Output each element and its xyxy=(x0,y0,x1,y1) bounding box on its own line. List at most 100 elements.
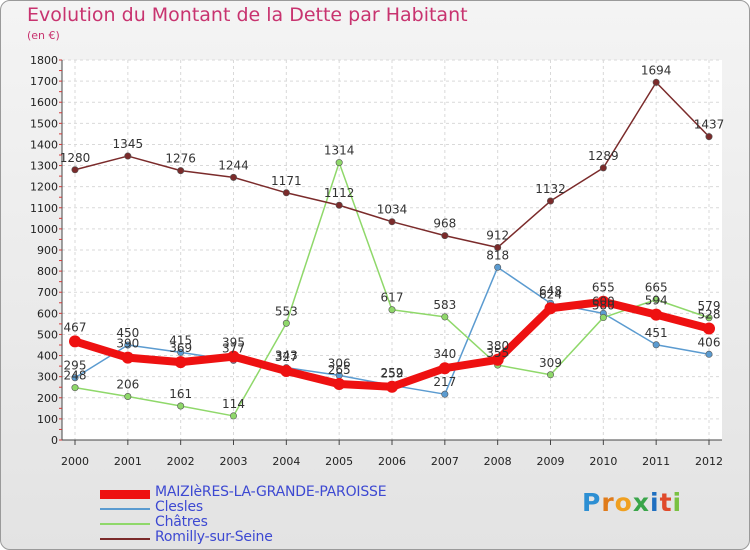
legend-swatch xyxy=(100,538,150,540)
data-label-clesles: 295 xyxy=(64,359,87,373)
y-tick-label: 1800 xyxy=(30,54,58,67)
data-point-romilly-sur-seine xyxy=(282,189,290,197)
y-tick-label: 800 xyxy=(37,265,58,278)
data-label-maizi-res-la-grande-paroisse: 594 xyxy=(645,294,668,308)
logo-letter: i xyxy=(650,488,660,517)
data-label-romilly-sur-seine: 1112 xyxy=(324,186,355,200)
data-label-romilly-sur-seine: 1289 xyxy=(588,149,619,163)
data-label-ch-tres: 355 xyxy=(486,346,509,360)
data-point-maizi-res-la-grande-paroisse xyxy=(333,378,346,391)
data-label-maizi-res-la-grande-paroisse: 327 xyxy=(275,350,298,364)
data-label-romilly-sur-seine: 1694 xyxy=(641,63,672,77)
logo-letter: r xyxy=(601,488,615,517)
data-point-romilly-sur-seine xyxy=(441,232,449,240)
data-point-maizi-res-la-grande-paroisse xyxy=(703,322,715,335)
data-label-maizi-res-la-grande-paroisse: 252 xyxy=(381,366,404,380)
data-label-romilly-sur-seine: 1437 xyxy=(694,118,725,132)
y-tick-label: 1200 xyxy=(30,181,58,194)
data-point-romilly-sur-seine xyxy=(705,133,713,141)
data-point-romilly-sur-seine xyxy=(335,201,343,209)
data-label-clesles: 406 xyxy=(698,335,721,349)
data-point-ch-tres xyxy=(335,159,343,167)
x-tick-label: 2007 xyxy=(431,455,459,468)
data-point-maizi-res-la-grande-paroisse xyxy=(174,356,187,369)
x-tick-label: 2004 xyxy=(272,455,300,468)
data-label-clesles: 450 xyxy=(116,326,139,340)
y-tick-label: 600 xyxy=(37,307,58,320)
chart-title: Evolution du Montant de la Dette par Hab… xyxy=(27,4,468,26)
data-point-romilly-sur-seine xyxy=(124,152,132,160)
y-tick-label: 400 xyxy=(37,350,58,363)
x-tick-label: 2005 xyxy=(325,455,353,468)
data-label-maizi-res-la-grande-paroisse: 655 xyxy=(592,281,615,295)
x-tick-label: 2006 xyxy=(378,455,406,468)
data-label-ch-tres: 1314 xyxy=(324,144,355,158)
data-point-romilly-sur-seine xyxy=(71,166,79,174)
data-label-romilly-sur-seine: 1280 xyxy=(60,151,91,165)
data-label-ch-tres: 114 xyxy=(222,397,245,411)
data-label-maizi-res-la-grande-paroisse: 467 xyxy=(64,320,87,334)
data-label-ch-tres: 309 xyxy=(539,356,562,370)
data-label-clesles: 648 xyxy=(539,284,562,298)
data-label-maizi-res-la-grande-paroisse: 395 xyxy=(222,336,245,350)
x-tick-label: 2010 xyxy=(589,455,617,468)
data-point-maizi-res-la-grande-paroisse xyxy=(491,353,504,366)
data-label-clesles: 217 xyxy=(433,375,456,389)
data-point-ch-tres xyxy=(177,402,185,410)
data-point-ch-tres xyxy=(282,319,290,327)
y-tick-label: 1700 xyxy=(30,75,58,88)
data-label-romilly-sur-seine: 1345 xyxy=(113,137,144,151)
data-label-clesles: 451 xyxy=(645,326,668,340)
data-point-maizi-res-la-grande-paroisse xyxy=(650,308,663,321)
data-label-ch-tres: 580 xyxy=(592,299,615,313)
data-point-ch-tres xyxy=(652,296,660,304)
data-label-clesles: 377 xyxy=(222,341,245,355)
data-point-romilly-sur-seine xyxy=(599,164,607,172)
data-label-ch-tres: 248 xyxy=(64,369,87,383)
legend-swatch xyxy=(100,489,150,499)
y-tick-label: 900 xyxy=(37,244,58,257)
x-tick-label: 2012 xyxy=(695,455,723,468)
y-tick-label: 200 xyxy=(37,392,58,405)
x-tick-label: 2002 xyxy=(167,455,195,468)
data-point-ch-tres xyxy=(599,314,607,322)
logo-letter: o xyxy=(614,488,633,517)
data-point-maizi-res-la-grande-paroisse xyxy=(438,362,451,375)
data-label-ch-tres: 579 xyxy=(698,299,721,313)
logo-letter: x xyxy=(632,488,650,517)
data-label-maizi-res-la-grande-paroisse: 369 xyxy=(169,341,192,355)
data-label-maizi-res-la-grande-paroisse: 265 xyxy=(328,363,351,377)
data-label-maizi-res-la-grande-paroisse: 390 xyxy=(116,337,139,351)
data-label-ch-tres: 553 xyxy=(275,304,298,318)
y-tick-label: 1300 xyxy=(30,160,58,173)
data-label-maizi-res-la-grande-paroisse: 380 xyxy=(486,339,509,353)
y-tick-label: 0 xyxy=(51,434,58,447)
data-label-ch-tres: 665 xyxy=(645,281,668,295)
x-tick-label: 2000 xyxy=(61,455,89,468)
y-tick-label: 1100 xyxy=(30,202,58,215)
data-label-maizi-res-la-grande-paroisse: 624 xyxy=(539,287,562,301)
x-tick-label: 2003 xyxy=(220,455,248,468)
data-point-maizi-res-la-grande-paroisse xyxy=(69,335,81,348)
data-point-clesles xyxy=(177,348,185,356)
data-label-romilly-sur-seine: 1276 xyxy=(165,152,196,166)
y-tick-label: 1000 xyxy=(30,223,58,236)
data-point-romilly-sur-seine xyxy=(230,173,238,181)
data-label-clesles: 306 xyxy=(328,356,351,370)
data-point-ch-tres xyxy=(230,412,238,420)
data-label-romilly-sur-seine: 912 xyxy=(486,228,509,242)
data-point-maizi-res-la-grande-paroisse xyxy=(280,364,293,377)
legend-label: Romilly-sur-Seine xyxy=(155,529,273,545)
logo-letter: P xyxy=(582,488,602,517)
y-tick-label: 1400 xyxy=(30,138,58,151)
data-point-ch-tres xyxy=(441,313,449,321)
x-tick-label: 2001 xyxy=(114,455,142,468)
legend-label: Châtres xyxy=(155,514,208,530)
legend-swatch xyxy=(100,523,150,525)
data-label-ch-tres: 583 xyxy=(433,298,456,312)
data-point-maizi-res-la-grande-paroisse xyxy=(227,350,240,363)
data-point-maizi-res-la-grande-paroisse xyxy=(544,302,557,315)
data-label-ch-tres: 161 xyxy=(169,387,192,401)
data-label-clesles: 818 xyxy=(486,248,509,262)
data-point-clesles xyxy=(441,390,449,398)
